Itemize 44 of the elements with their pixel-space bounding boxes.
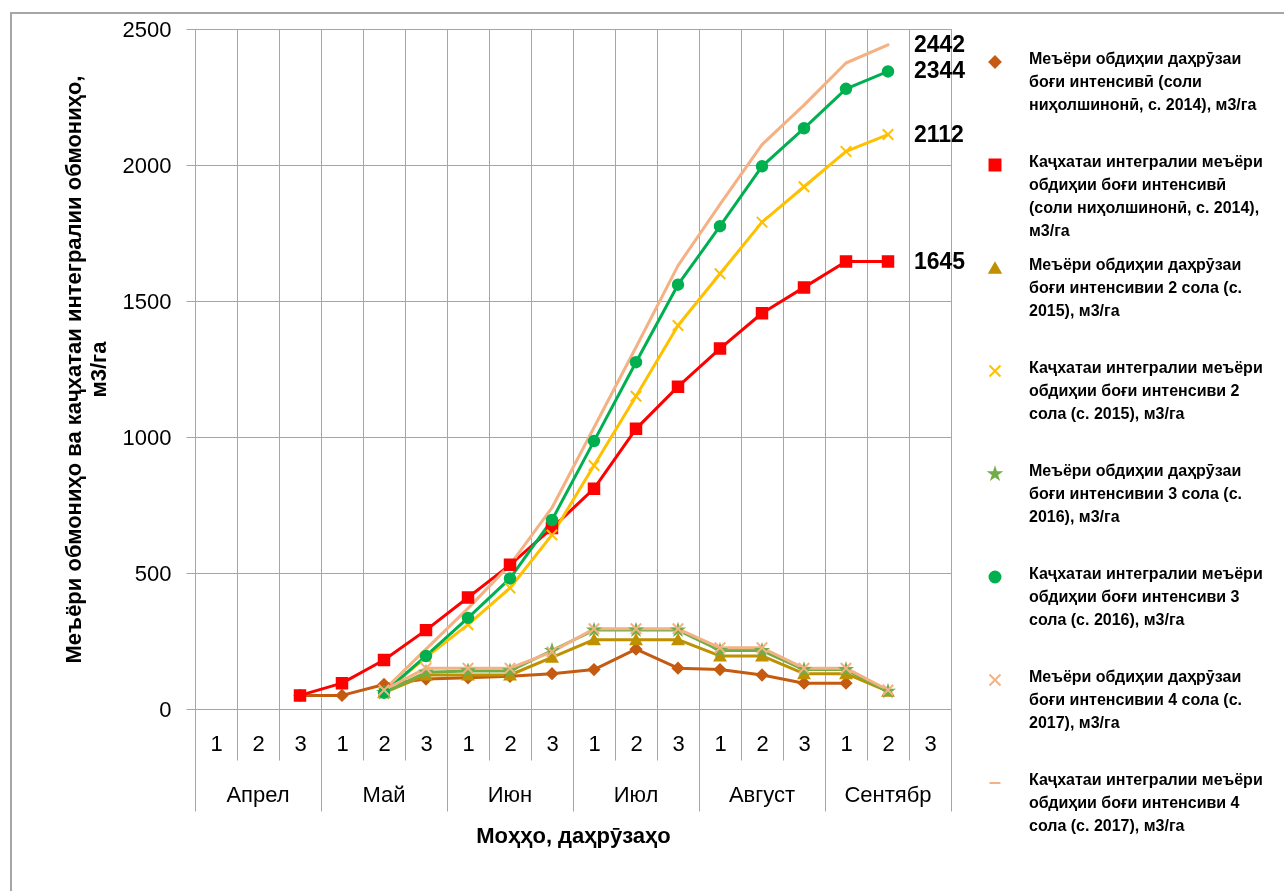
x-tick-label: 2 [630, 730, 643, 756]
y-tick-label: 0 [159, 696, 172, 722]
text: Июн [487, 782, 533, 807]
data-label: 1645 [914, 247, 966, 274]
y-tick-label: 2000 [122, 152, 172, 178]
data-label: 2112 [914, 120, 964, 147]
data-label: 2442 [914, 30, 966, 57]
x-tick-label: 2 [756, 730, 769, 756]
x-tick-label: 2 [252, 730, 265, 756]
text: Сентябр [844, 782, 932, 807]
text: Апрел [226, 782, 290, 807]
text: Май [362, 782, 406, 807]
legend-label: Каҷхатаи интегралии меъёри обдиҳии боғи интенсивӣ (соли ниҳолшинонӣ, с. 2014), м3/га [1029, 153, 1263, 239]
x-tick-label: 1 [588, 730, 601, 756]
x-tick-label: 2 [378, 730, 391, 756]
legend-label: Каҷхатаи интегралии меъёри обдиҳии боғи интенсиви 2 сола (с. 2015), м3/га [1029, 359, 1263, 422]
legend-label: Меъёри обдиҳии даҳрӯзаи боғи интенсивии 4 сола (с. 2017), м3/га [1029, 668, 1242, 731]
x-tick-label: 2 [882, 730, 895, 756]
x-tick-label: 3 [798, 730, 811, 756]
x-tick-label: 3 [546, 730, 559, 756]
text: Август [728, 782, 796, 807]
data-label: 2344 [914, 57, 966, 84]
x-axis-title: Моҳҳо, даҳрӯзаҳо [476, 823, 671, 848]
x-tick-label: 1 [714, 730, 727, 756]
text: Июл [613, 782, 659, 807]
y-axis-title: Меъёри обмониҳо ва каҷхатаи интегралии обмониҳо, м3/га [60, 75, 111, 664]
legend-label: Меъёри обдиҳии даҳрӯзаи боғи интенсивии 2 сола (с. 2015), м3/га [1029, 256, 1242, 319]
x-tick-label: 1 [462, 730, 475, 756]
x-tick-label: 1 [336, 730, 349, 756]
y-tick-label: 2500 [122, 16, 172, 42]
x-tick-label: 3 [924, 730, 937, 756]
y-tick-label: 1000 [122, 424, 172, 450]
legend-label: Каҷхатаи интегралии меъёри обдиҳии боғи интенсиви 4 сола (с. 2017), м3/га [1029, 771, 1263, 834]
x-tick-label: 3 [420, 730, 433, 756]
x-tick-label: 3 [672, 730, 685, 756]
x-tick-label: 1 [210, 730, 223, 756]
legend-label: Меъёри обдиҳии даҳрӯзаи боғи интенсивии 3 сола (с. 2016), м3/га [1029, 462, 1242, 525]
x-tick-label: 2 [504, 730, 517, 756]
legend-label: Каҷхатаи интегралии меъёри обдиҳии боғи интенсиви 3 сола (с. 2016), м3/га [1029, 565, 1263, 628]
y-tick-label: 1500 [122, 288, 172, 314]
x-tick-label: 1 [840, 730, 853, 756]
y-tick-label: 500 [134, 560, 172, 586]
x-tick-label: 3 [294, 730, 307, 756]
legend-label: Меъёри обдиҳии даҳрӯзаи боғи интенсивӣ (соли ниҳолшинонӣ, с. 2014), м3/га [1029, 50, 1257, 113]
